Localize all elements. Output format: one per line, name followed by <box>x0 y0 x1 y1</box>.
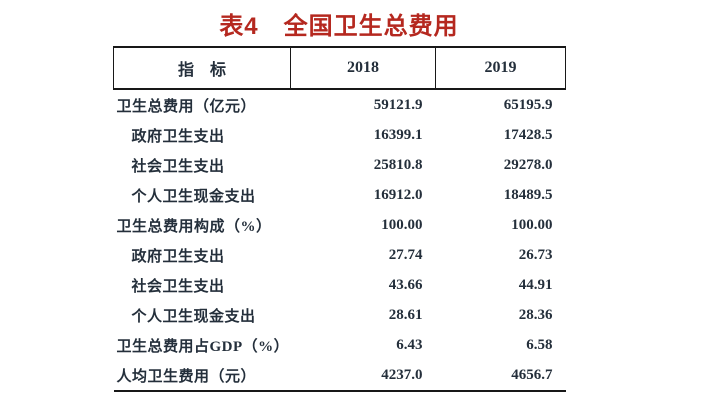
value-2019: 6.58 <box>526 336 553 353</box>
column-header-2018: 2018 <box>290 46 436 90</box>
row-label: 政府卫生支出 <box>131 248 225 265</box>
row-label: 卫生总费用构成（%） <box>116 218 272 235</box>
value-2019: 4656.7 <box>435 360 566 392</box>
table-row: 政府卫生支出 16399.1 17428.5 <box>114 120 566 150</box>
row-label: 卫生总费用占GDP（%） <box>116 338 290 355</box>
value-2019: 44.91 <box>518 276 553 293</box>
value-2018: 28.61 <box>388 306 423 323</box>
value-2018: 59121.9 <box>373 96 423 113</box>
row-label: 卫生总费用（亿元） <box>116 98 257 115</box>
row-label: 个人卫生现金支出 <box>131 308 256 325</box>
value-2018: 25810.8 <box>373 156 423 173</box>
value-2018: 27.74 <box>388 246 423 263</box>
value-2019: 29278.0 <box>503 156 553 173</box>
table-row: 卫生总费用构成（%） 100.00 100.00 <box>114 210 566 240</box>
table-row: 个人卫生现金支出 28.61 28.36 <box>114 300 566 330</box>
value-2018: 43.66 <box>388 276 423 293</box>
row-label: 社会卫生支出 <box>131 278 225 295</box>
column-header-2019: 2019 <box>435 46 566 90</box>
value-2019: 28.36 <box>518 306 553 323</box>
table-row: 卫生总费用（亿元） 59121.9 65195.9 <box>114 89 566 120</box>
table-row: 社会卫生支出 25810.8 29278.0 <box>114 150 566 180</box>
row-label: 人均卫生费用（元） <box>113 360 291 392</box>
value-2019: 65195.9 <box>503 96 553 113</box>
value-2018: 16912.0 <box>373 186 423 203</box>
table-row: 政府卫生支出 27.74 26.73 <box>114 240 566 270</box>
table-row: 人均卫生费用（元） 4237.0 4656.7 <box>113 360 566 392</box>
table-row: 个人卫生现金支出 16912.0 18489.5 <box>114 180 566 210</box>
value-2019: 17428.5 <box>503 126 553 143</box>
header-row: 指 标 2018 2019 <box>113 46 566 90</box>
value-2019: 100.00 <box>511 216 553 233</box>
table-row: 社会卫生支出 43.66 44.91 <box>114 270 566 300</box>
value-2019: 26.73 <box>518 246 553 263</box>
row-label: 个人卫生现金支出 <box>131 188 256 205</box>
row-label: 社会卫生支出 <box>131 158 225 175</box>
value-2018: 4237.0 <box>290 360 436 392</box>
table-row: 卫生总费用占GDP（%） 6.43 6.58 <box>114 330 566 360</box>
health-expenditure-table: 指 标 2018 2019 卫生总费用（亿元） 59121.9 65195.9 … <box>113 46 566 392</box>
table-body: 卫生总费用（亿元） 59121.9 65195.9 政府卫生支出 16399.1… <box>113 89 566 392</box>
value-2018: 6.43 <box>396 336 423 353</box>
value-2019: 18489.5 <box>503 186 553 203</box>
table-title: 表4 全国卫生总费用 <box>219 13 459 40</box>
value-2018: 16399.1 <box>373 126 423 143</box>
value-2018: 100.00 <box>381 216 423 233</box>
column-header-indicator: 指 标 <box>113 46 291 90</box>
row-label: 政府卫生支出 <box>131 128 225 145</box>
table-header: 指 标 2018 2019 <box>113 46 566 90</box>
